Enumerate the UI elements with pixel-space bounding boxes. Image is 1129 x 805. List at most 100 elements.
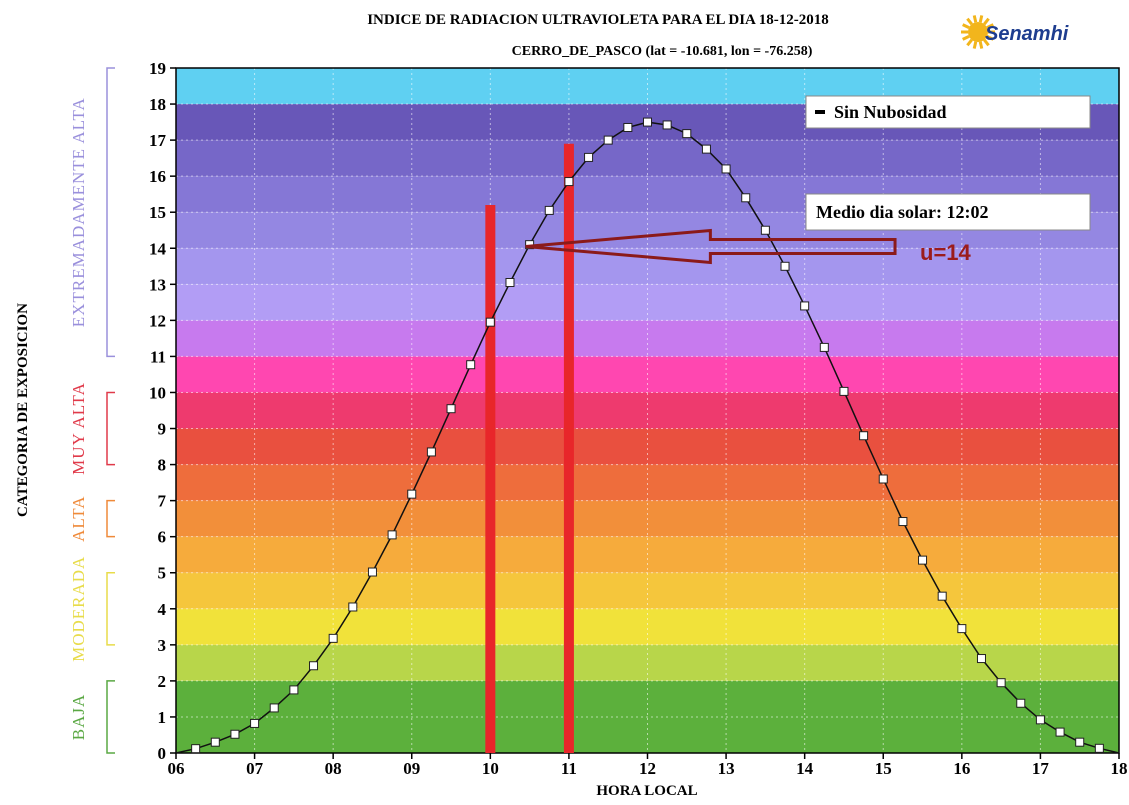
y-tick-label: 4 bbox=[158, 600, 167, 619]
sun-ray bbox=[972, 15, 978, 23]
y-tick-label: 5 bbox=[158, 564, 167, 583]
data-point bbox=[564, 177, 574, 187]
data-point bbox=[937, 591, 947, 601]
x-tick-label: 17 bbox=[1032, 759, 1050, 778]
y-tick-label: 1 bbox=[158, 708, 167, 727]
x-tick-label: 15 bbox=[875, 759, 892, 778]
sun-ray bbox=[983, 38, 990, 47]
data-point bbox=[289, 685, 299, 695]
sun-ray bbox=[983, 17, 990, 26]
legend-label: Sin Nubosidad bbox=[834, 102, 947, 122]
data-point bbox=[839, 386, 849, 396]
y-tick-label: 14 bbox=[149, 239, 167, 258]
sun-ray bbox=[986, 23, 994, 30]
y-tick-label: 7 bbox=[158, 492, 167, 511]
data-point bbox=[996, 678, 1006, 688]
uv-bands bbox=[176, 68, 1119, 753]
data-point bbox=[957, 624, 967, 634]
y-tick-label: 6 bbox=[158, 528, 167, 547]
y-tick-label: 2 bbox=[158, 672, 167, 691]
data-point bbox=[976, 654, 986, 664]
data-point bbox=[643, 117, 652, 127]
arrow-annotation bbox=[525, 228, 897, 265]
x-tick-label: 10 bbox=[482, 759, 499, 778]
legend-marker bbox=[815, 110, 825, 114]
data-point bbox=[446, 404, 456, 414]
y-tick-label: 16 bbox=[149, 167, 166, 186]
data-point bbox=[348, 602, 358, 612]
data-point bbox=[269, 703, 279, 713]
x-tick-label: 08 bbox=[325, 759, 342, 778]
y-axis-label: CATEGORIA DE EXPOSICION bbox=[15, 303, 31, 517]
sun-icon bbox=[961, 15, 995, 49]
x-axis-label: HORA LOCAL bbox=[596, 783, 697, 799]
data-point bbox=[780, 261, 790, 271]
data-point bbox=[859, 431, 869, 441]
data-point bbox=[250, 718, 260, 728]
y-tick-label: 11 bbox=[150, 347, 166, 366]
category-bracket bbox=[106, 391, 115, 466]
y-tick-label: 8 bbox=[158, 456, 167, 475]
data-point bbox=[603, 135, 613, 145]
data-point bbox=[918, 555, 928, 565]
sun-ray bbox=[962, 34, 970, 41]
sun-ray bbox=[962, 23, 970, 30]
sun-ray bbox=[978, 41, 984, 49]
data-point bbox=[367, 567, 377, 577]
category-label: MUY ALTA bbox=[69, 382, 88, 475]
category-bracket bbox=[106, 680, 115, 754]
data-point bbox=[387, 530, 397, 540]
data-point bbox=[466, 360, 476, 370]
x-tick-label: 18 bbox=[1111, 759, 1128, 778]
x-tick-label: 11 bbox=[561, 759, 577, 778]
y-tick-label: 3 bbox=[158, 636, 167, 655]
data-point bbox=[819, 342, 829, 352]
data-point bbox=[701, 144, 711, 154]
data-point bbox=[230, 729, 240, 739]
y-tick-label: 10 bbox=[149, 383, 166, 402]
data-point bbox=[741, 193, 751, 203]
y-tick-label: 9 bbox=[158, 420, 167, 439]
y-tick-label: 15 bbox=[149, 203, 166, 222]
data-point bbox=[309, 661, 319, 671]
data-point bbox=[1075, 737, 1085, 747]
sun-ray bbox=[972, 41, 978, 49]
x-tick-label: 07 bbox=[246, 759, 264, 778]
sun-ray bbox=[986, 34, 994, 41]
x-tick-label: 12 bbox=[639, 759, 656, 778]
data-point bbox=[191, 744, 201, 754]
x-tick-label: 14 bbox=[796, 759, 814, 778]
category-label: ALTA bbox=[69, 495, 88, 541]
category-label: EXTREMADAMENTE ALTA bbox=[69, 97, 88, 327]
solar-noon-label: Medio dia solar: 12:02 bbox=[816, 202, 989, 222]
data-point bbox=[662, 120, 672, 130]
y-tick-label: 18 bbox=[149, 95, 166, 114]
data-point bbox=[544, 205, 554, 215]
y-tick-label: 17 bbox=[149, 131, 167, 150]
x-tick-label: 13 bbox=[718, 759, 735, 778]
category-bracket bbox=[106, 571, 115, 646]
data-point bbox=[1016, 698, 1026, 708]
chart-subtitle: CERRO_DE_PASCO (lat = -10.681, lon = -76… bbox=[512, 44, 813, 59]
data-point bbox=[1094, 743, 1104, 753]
data-point bbox=[898, 517, 908, 527]
data-point bbox=[878, 474, 888, 484]
data-point bbox=[407, 489, 417, 499]
solar-noon-box bbox=[805, 193, 1091, 231]
y-tick-label: 0 bbox=[158, 744, 167, 763]
data-point bbox=[721, 164, 731, 174]
data-point bbox=[800, 301, 810, 311]
x-tick-label: 06 bbox=[168, 759, 185, 778]
sun-ray bbox=[966, 38, 973, 47]
category-label: MODERADA bbox=[69, 556, 88, 662]
senamhi-logo: Senamhi bbox=[961, 15, 1069, 49]
legend: Sin Nubosidad bbox=[805, 95, 1091, 129]
exposure-categories: BAJA MODERADA ALTA MUY ALTA EXTREMADAMENTE A… bbox=[69, 67, 115, 754]
vertical-markers bbox=[485, 143, 574, 753]
category-bracket bbox=[106, 499, 115, 538]
data-point bbox=[426, 447, 436, 457]
solar-noon-note: Medio dia solar: 12:02 bbox=[805, 193, 1091, 231]
legend-box bbox=[805, 95, 1091, 129]
y-tick-label: 19 bbox=[149, 59, 166, 78]
